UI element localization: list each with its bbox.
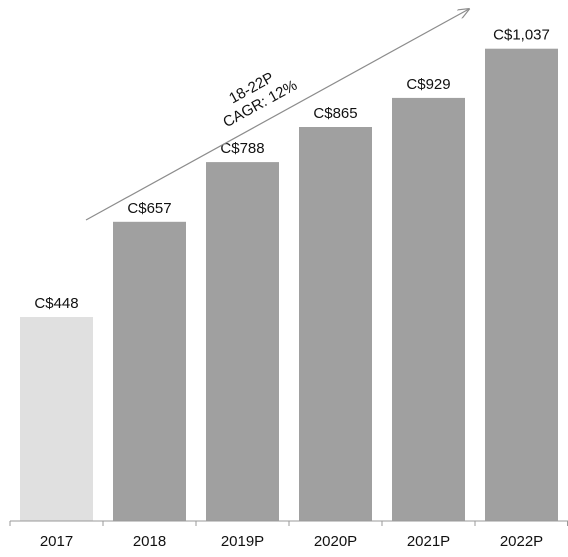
value-label-2022p: C$1,037 <box>493 27 550 44</box>
value-label-2018: C$657 <box>127 200 171 217</box>
bar-2021p <box>392 97 465 522</box>
x-tick-label-2017: 2017 <box>40 533 73 550</box>
bars-layer <box>20 48 558 522</box>
x-tick-label-2022p: 2022P <box>500 533 543 550</box>
bar-2018 <box>113 221 186 522</box>
bar-2019p <box>206 162 279 521</box>
x-tick-label-2018: 2018 <box>133 533 166 550</box>
x-tick-label-2021p: 2021P <box>407 533 450 550</box>
cagr-arrow <box>85 9 469 221</box>
bar-2022p <box>485 48 558 521</box>
labels-layer: C$448 2017 C$657 2018 C$788 2019P C$865 2020P C$… <box>34 27 549 550</box>
x-axis <box>9 520 568 526</box>
value-label-2017: C$448 <box>34 295 78 312</box>
bar-2017 <box>20 317 93 521</box>
bar-2020p <box>299 127 372 521</box>
value-label-2020p: C$865 <box>313 105 357 122</box>
x-tick-label-2020p: 2020P <box>314 533 357 550</box>
x-tick-label-2019p: 2019P <box>221 533 264 550</box>
value-label-2019p: C$788 <box>220 140 264 157</box>
value-label-2021p: C$929 <box>406 76 450 93</box>
